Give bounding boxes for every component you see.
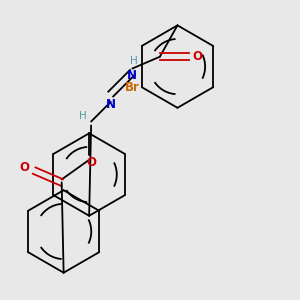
Text: Br: Br — [125, 81, 140, 94]
Text: N: N — [127, 69, 137, 82]
Text: H: H — [130, 56, 138, 66]
Text: O: O — [86, 156, 96, 169]
Text: N: N — [106, 98, 116, 111]
Text: O: O — [19, 161, 29, 174]
Text: O: O — [192, 50, 202, 63]
Text: H: H — [80, 111, 87, 121]
